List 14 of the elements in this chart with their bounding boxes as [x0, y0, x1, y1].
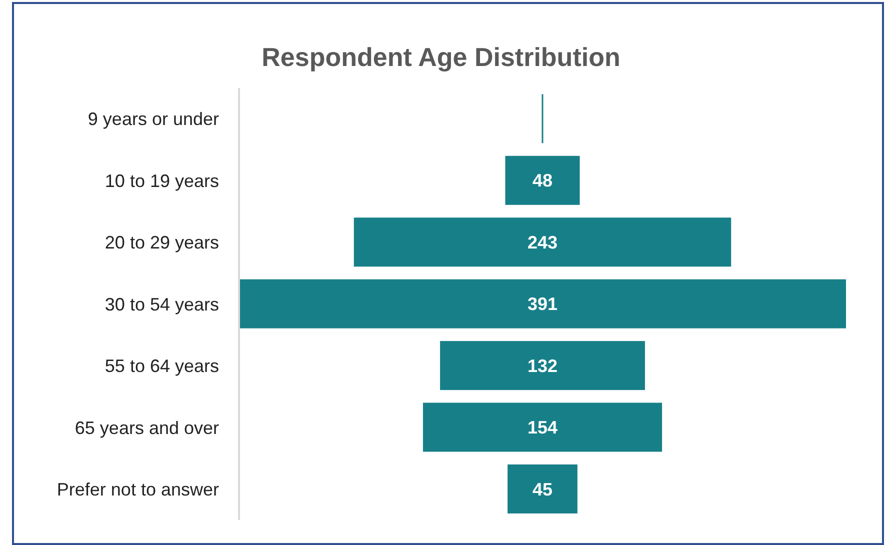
category-label: 30 to 54 years [104, 294, 219, 314]
data-label: 243 [527, 232, 558, 252]
category-label: 65 years and over [74, 418, 219, 438]
data-label: 48 [532, 170, 553, 191]
data-label: 132 [527, 356, 558, 376]
category-label: Prefer not to answer [56, 480, 219, 500]
data-label: 154 [527, 418, 558, 438]
category-label: 20 to 29 years [104, 232, 219, 253]
text: Respondent Age Distribution [260, 42, 622, 73]
category-label: 55 to 64 years [104, 356, 219, 376]
category-label: 10 to 19 years [104, 170, 219, 191]
category-label: 9 years or under [88, 109, 219, 130]
data-label: 391 [527, 294, 558, 314]
data-label: 45 [532, 479, 553, 500]
